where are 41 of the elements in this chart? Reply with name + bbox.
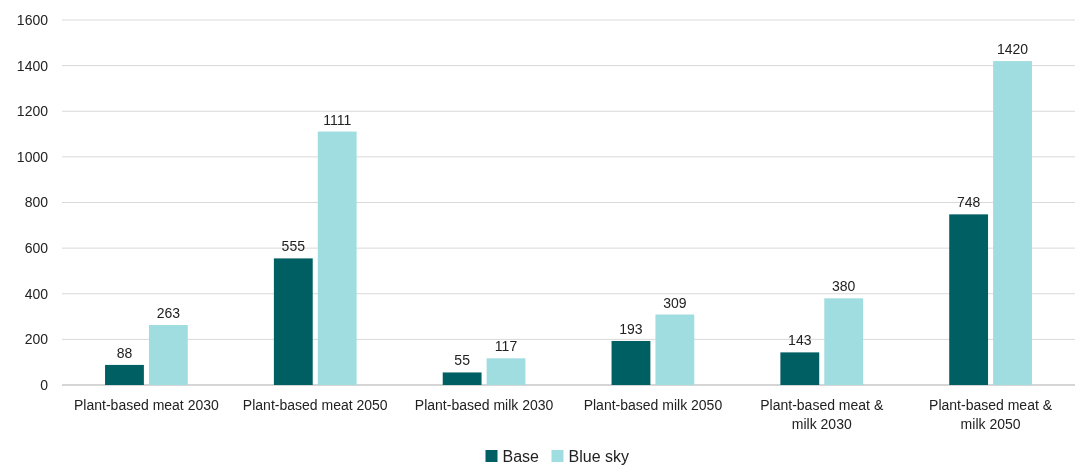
bar: [780, 352, 820, 385]
bar: [148, 325, 188, 385]
bar: [105, 364, 144, 385]
data-label: 555: [281, 238, 306, 255]
y-tick-label: 800: [24, 194, 49, 211]
data-label: 193: [619, 320, 643, 337]
y-tick-label: 1200: [16, 103, 49, 120]
data-label: 117: [494, 338, 518, 355]
data-label: 88: [116, 344, 133, 361]
data-label: 55: [454, 352, 471, 369]
x-tick-label: Plant-based meat & milk 2030: [760, 397, 884, 432]
legend-label: Base: [502, 448, 540, 465]
data-label: 309: [663, 294, 687, 311]
data-label: 1420: [996, 41, 1029, 58]
bar: [273, 258, 313, 385]
y-tick-label: 1000: [16, 148, 49, 165]
bar: [824, 298, 864, 385]
bar: [442, 372, 482, 385]
x-tick-label: Plant-based meat 2050: [242, 397, 388, 413]
legend-label: Blue sky: [568, 448, 629, 465]
data-label: 143: [788, 332, 812, 349]
y-tick-label: 200: [24, 331, 49, 348]
data-label: 263: [156, 305, 181, 321]
x-tick-label: Plant-based meat 2030: [74, 397, 220, 413]
x-tick-label: Plant-based milk 2050: [583, 397, 723, 413]
y-tick-label: 600: [24, 240, 49, 257]
y-tick-label: 1400: [16, 57, 49, 74]
data-label: 380: [832, 278, 856, 295]
y-tick-label: 0: [40, 376, 49, 393]
bar: [317, 131, 357, 385]
bar: [655, 314, 695, 385]
x-tick-label: Plant-based meat & milk 2050: [929, 397, 1053, 432]
bar: [611, 340, 651, 385]
bar: [993, 61, 1032, 385]
bar: [486, 358, 526, 385]
data-label: 1111: [323, 111, 352, 128]
y-tick-label: 1600: [16, 11, 49, 28]
data-label: 748: [956, 194, 981, 211]
bar: [949, 214, 989, 385]
x-tick-label: Plant-based milk 2030: [414, 397, 554, 413]
y-tick-label: 400: [24, 285, 49, 302]
